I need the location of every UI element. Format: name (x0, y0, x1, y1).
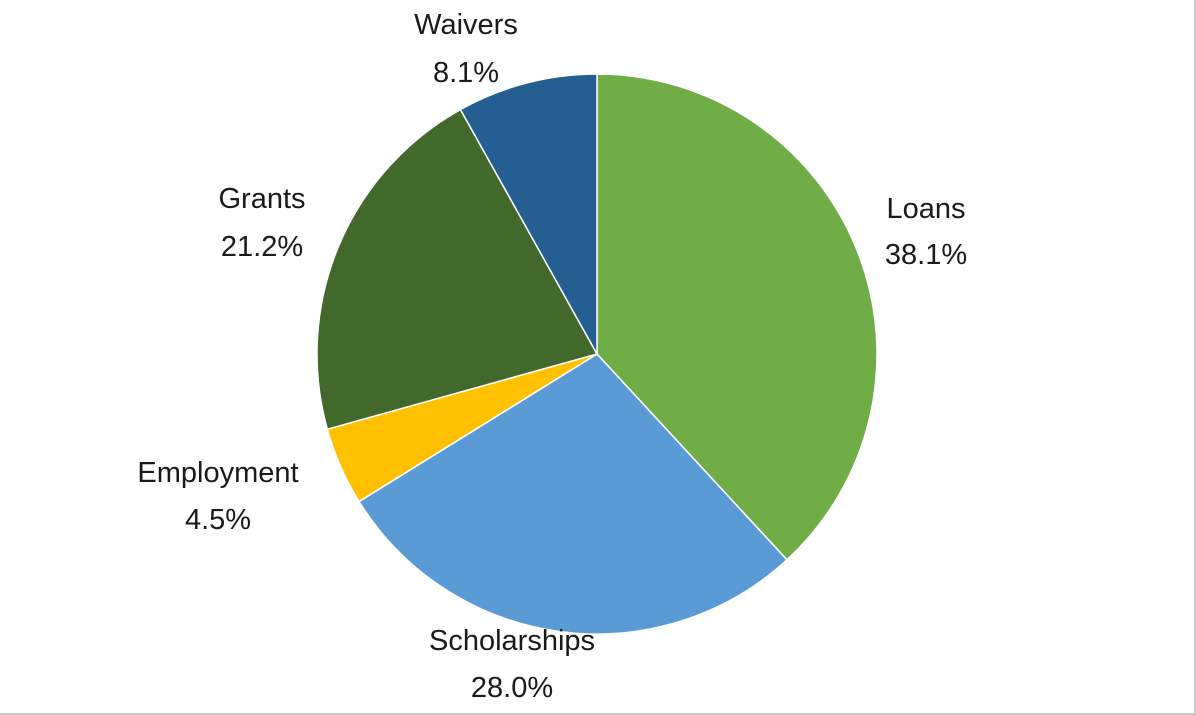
slice-label-grants-name: Grants (218, 183, 305, 215)
slice-label-employment: Employment 4.5% (137, 457, 298, 536)
slice-label-waivers-value: 8.1% (433, 57, 499, 89)
slice-label-waivers-name: Waivers (414, 9, 518, 41)
slice-label-grants: Grants 21.2% (218, 183, 305, 263)
slice-label-employment-value: 4.5% (185, 504, 251, 536)
pie-slice-grants (316, 108, 599, 431)
pie-slices (316, 73, 878, 635)
slice-label-employment-name: Employment (137, 457, 298, 489)
slice-label-scholarships-value: 28.0% (471, 672, 553, 704)
slice-label-grants-value: 21.2% (221, 231, 303, 263)
slice-label-loans-name: Loans (886, 193, 965, 225)
slice-label-loans: Loans 38.1% (885, 193, 967, 271)
slice-label-scholarships: Scholarships 28.0% (429, 625, 595, 704)
pie-slice-loans (596, 73, 878, 561)
slice-label-scholarships-name: Scholarships (429, 625, 595, 657)
pie-slice-waivers (459, 73, 598, 357)
pie-slice-scholarships (358, 353, 788, 635)
slice-label-waivers: Waivers 8.1% (414, 9, 518, 89)
slice-label-loans-value: 38.1% (885, 239, 967, 271)
